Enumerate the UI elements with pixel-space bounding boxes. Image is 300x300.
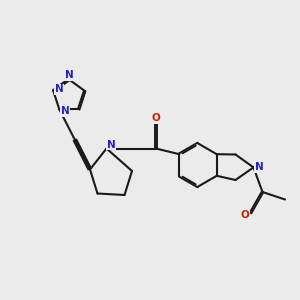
Text: O: O xyxy=(152,113,160,124)
Text: N: N xyxy=(61,106,70,116)
Text: N: N xyxy=(64,70,74,80)
Text: N: N xyxy=(107,140,116,150)
Text: N: N xyxy=(254,162,263,172)
Text: N: N xyxy=(55,84,64,94)
Text: O: O xyxy=(241,209,250,220)
